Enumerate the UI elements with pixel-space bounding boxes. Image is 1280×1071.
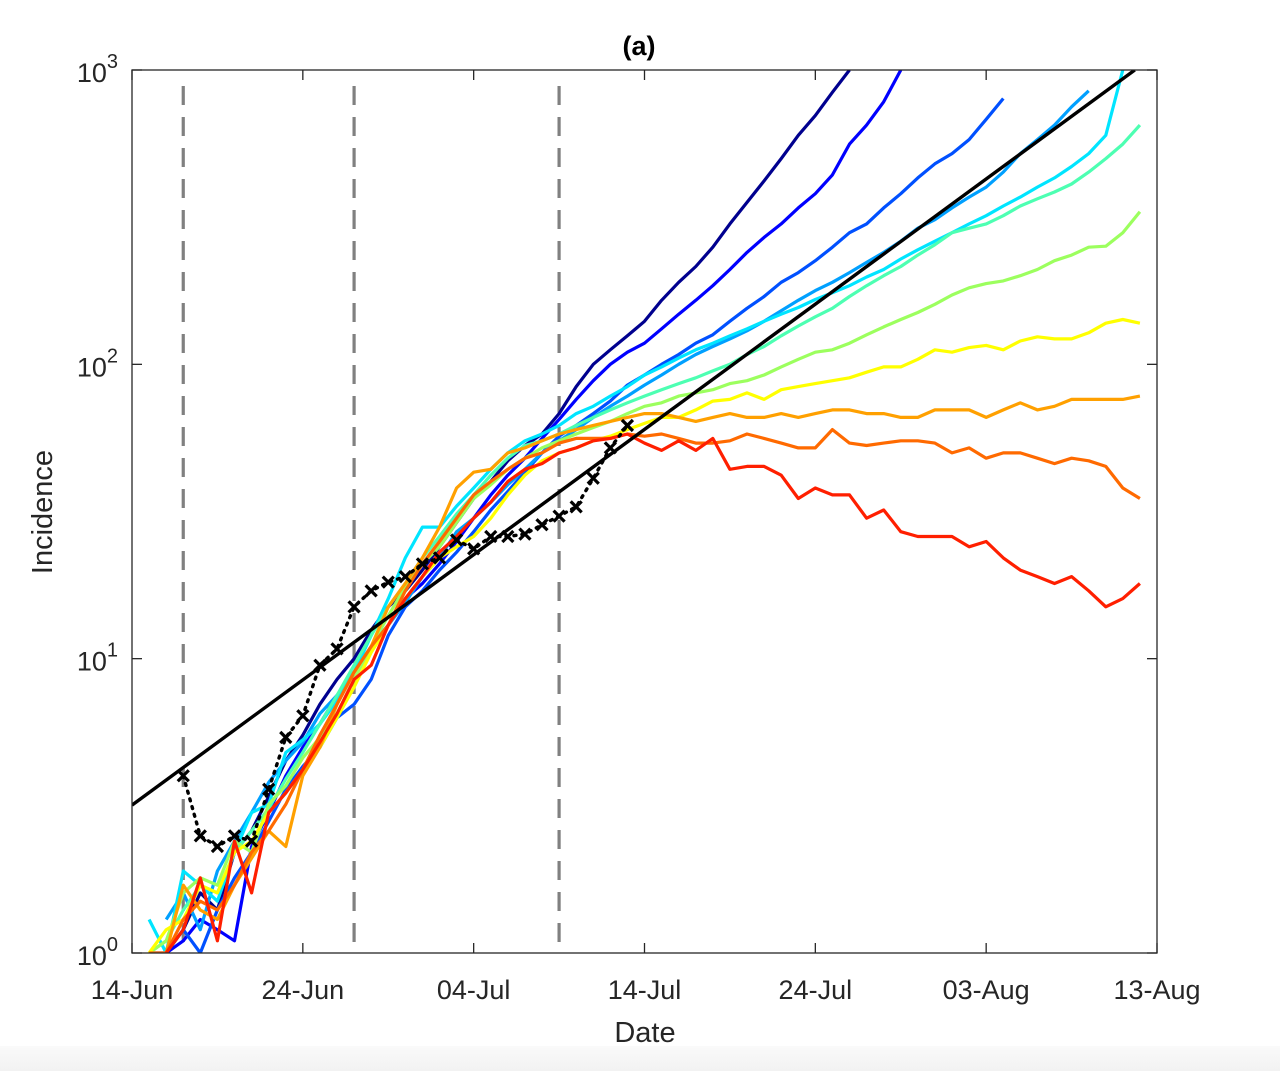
y-axis-label: Incidence xyxy=(27,450,59,574)
x-tick-label: 14-Jun xyxy=(91,975,174,1005)
y-tick-base: 10 xyxy=(77,58,107,88)
x-axis-label: Date xyxy=(614,1017,675,1049)
x-tick-label: 24-Jun xyxy=(262,975,345,1005)
y-tick-base: 10 xyxy=(77,352,107,382)
observed-point xyxy=(415,557,430,571)
observed-point xyxy=(449,533,464,547)
y-tick-exponent: 2 xyxy=(107,345,118,367)
observed-layer xyxy=(176,418,635,854)
observed-point xyxy=(381,575,395,589)
observed-point xyxy=(279,730,293,745)
fit-layer xyxy=(132,70,1136,807)
observed-point xyxy=(432,551,447,565)
series-line-1 xyxy=(149,70,851,953)
observed-point xyxy=(347,600,361,614)
series-line-11 xyxy=(164,432,1141,953)
observed-point xyxy=(535,518,549,532)
series-layer xyxy=(147,70,1142,953)
observed-point xyxy=(484,529,498,544)
observed-line xyxy=(181,423,630,849)
x-tick-label: 03-Aug xyxy=(943,975,1030,1005)
observed-point xyxy=(518,527,532,541)
y-tick-label: 100 xyxy=(77,934,118,971)
plot-box xyxy=(131,69,1158,954)
x-tick-label: 24-Jul xyxy=(779,975,853,1005)
y-tick-label: 101 xyxy=(77,640,118,677)
x-axis-ticks: 14-Jun 24-Jun 04-Jul 14-Jul 24-Jul 03-Aug 13-A… xyxy=(91,70,1201,1005)
series-line-4 xyxy=(164,89,1090,932)
y-tick-base: 10 xyxy=(77,647,107,677)
observed-point xyxy=(586,471,600,485)
series-line-5 xyxy=(147,70,1125,953)
y-tick-exponent: 0 xyxy=(107,934,118,956)
series-line-6 xyxy=(148,124,1142,953)
chart-title: (a) xyxy=(623,31,656,61)
observed-point xyxy=(330,642,344,656)
y-tick-exponent: 1 xyxy=(107,640,118,662)
y-tick-label: 103 xyxy=(77,51,118,88)
y-tick-label: 102 xyxy=(77,345,118,382)
series-line-10 xyxy=(149,428,1141,953)
fit-line xyxy=(132,70,1136,807)
observed-point xyxy=(364,584,378,598)
observed-point xyxy=(313,658,327,672)
y-tick-base: 10 xyxy=(77,941,107,971)
observed-point xyxy=(176,769,190,783)
observed-point xyxy=(193,829,207,843)
observed-point xyxy=(569,500,583,514)
series-line-2 xyxy=(165,70,903,953)
observed-point xyxy=(210,839,225,854)
observed-point xyxy=(467,542,481,556)
x-tick-label: 13-Aug xyxy=(1113,975,1200,1005)
window-bottom-band xyxy=(0,1046,1280,1071)
observed-point xyxy=(227,829,242,843)
observed-point xyxy=(620,418,635,433)
observed-point xyxy=(398,569,412,584)
observed-point xyxy=(552,509,566,523)
y-tick-exponent: 3 xyxy=(107,51,118,73)
observed-point xyxy=(244,834,259,848)
observed-point xyxy=(296,709,310,723)
x-tick-label: 04-Jul xyxy=(437,975,511,1005)
x-tick-label: 14-Jul xyxy=(608,975,682,1005)
observed-point xyxy=(262,782,276,796)
observed-point xyxy=(603,441,617,455)
intervention-markers xyxy=(181,86,561,953)
observed-point xyxy=(501,529,515,544)
